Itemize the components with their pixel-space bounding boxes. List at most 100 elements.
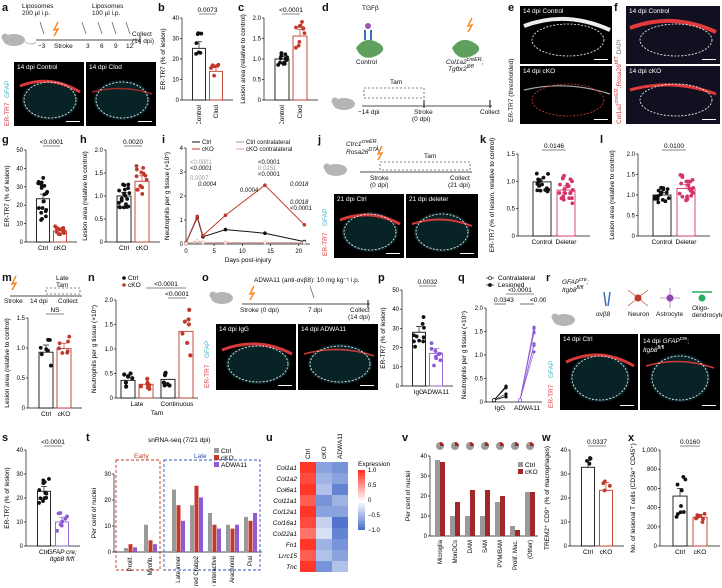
scale-bar <box>278 384 292 386</box>
legend-swatch <box>214 462 219 467</box>
panel-letter-t: t <box>86 432 90 444</box>
data-point <box>55 528 59 533</box>
astrocyte-icon <box>660 288 680 308</box>
p-value-annotation: 0.0007 <box>190 176 209 182</box>
lightning-icon <box>52 21 60 37</box>
data-point <box>690 177 695 182</box>
panel-letter-c: c <box>238 2 245 14</box>
data-point <box>276 62 281 67</box>
x-tick-label: Control <box>196 104 203 124</box>
r-gene1-sup: cre <box>579 277 587 283</box>
panel-letter-b: b <box>158 2 165 14</box>
chart-l: 0 0.5 1.0 1.5 2.0 Lesion area (relative to co… <box>609 143 710 246</box>
data-point <box>263 231 267 235</box>
data-point <box>186 322 192 327</box>
data-point <box>135 187 140 192</box>
p-value: <0.0001 <box>40 139 64 146</box>
data-point <box>40 216 44 221</box>
data-point <box>161 380 166 385</box>
oligodendrocyte-icon <box>692 291 712 302</box>
row-label: Col12a1 <box>273 509 298 516</box>
data-point <box>44 214 48 219</box>
legend-gradient <box>358 500 365 503</box>
x-tick-label: (Other) <box>528 540 534 559</box>
y-axis-label: Lesion area (relative to control) <box>82 151 89 241</box>
y-axis-label: ER-TR7 (% of lesion) <box>4 467 11 528</box>
y-tick-label: 0.5 <box>627 214 636 220</box>
j-img2-label: 21 dpi deleter <box>409 196 449 203</box>
bar <box>172 489 176 552</box>
data-point <box>675 482 680 487</box>
f-img1-label: 14 dpi Control <box>629 8 670 15</box>
heatmap-cell <box>332 495 348 506</box>
x-tick-label: SAM <box>483 540 489 553</box>
o-stain-gfap: GFAP <box>204 340 211 358</box>
y-tick-label: 20 <box>172 57 179 63</box>
a-micrograph-control: 14 dpi Control <box>14 62 84 126</box>
data-point <box>122 187 127 192</box>
bar <box>133 547 137 552</box>
bar <box>194 485 199 552</box>
scale-bar <box>594 58 608 60</box>
data-point <box>661 187 666 192</box>
late-label: Late <box>194 453 207 460</box>
bar <box>248 520 253 552</box>
y-axis-label: Per cent of nuclei <box>91 488 98 538</box>
column-label: Ctrl <box>305 448 312 459</box>
data-point <box>180 331 185 336</box>
data-point <box>534 171 539 176</box>
data-point <box>124 384 129 389</box>
panel-letter-a: a <box>2 2 9 14</box>
data-point <box>293 45 298 50</box>
m-tam: Tam <box>56 282 69 289</box>
a-img1-label: 14 dpi Control <box>17 64 58 71</box>
y-tick-label: 1.5 <box>17 316 26 322</box>
data-point <box>212 64 217 69</box>
data-point <box>429 346 434 351</box>
m-timeline <box>10 275 82 297</box>
o-timeline <box>209 285 370 308</box>
x-axis-label: Tam <box>151 410 163 417</box>
x-tick-label: 0 <box>184 249 188 255</box>
data-point <box>414 334 419 339</box>
row-label: Fn1 <box>286 542 298 549</box>
bar <box>515 530 520 536</box>
bar <box>253 513 257 552</box>
x-tick-label: Prolif. Mac. <box>513 540 519 570</box>
data-point <box>48 363 53 368</box>
bar <box>495 502 500 536</box>
heatmap-cell <box>332 539 348 550</box>
data-point <box>38 496 43 501</box>
data-point <box>544 186 549 191</box>
j-gene1-sup: creER <box>361 139 377 145</box>
bar <box>692 516 708 547</box>
d-tl-2: (0 dpi) <box>412 116 431 123</box>
bar <box>192 47 206 101</box>
r-avb8: αvβ8 <box>596 311 611 318</box>
d-tgf-label: TGFβ <box>362 5 379 12</box>
data-point <box>127 191 132 195</box>
x-group-continuous: Continuous <box>161 401 195 408</box>
y-axis-label: Neutrophils per g tissue (×10⁵) <box>91 305 98 393</box>
x-tick-label: Control <box>532 239 554 246</box>
bar <box>217 528 221 552</box>
e-micrograph-control: 14 dpi Control <box>520 6 612 64</box>
data-point <box>283 52 288 57</box>
p-value: <0.0001 <box>530 297 546 304</box>
pie-slice <box>485 442 489 446</box>
chart-b: 0 10 20 30 40 ER-TR7 (% of lesion) Control Clod… <box>160 7 233 124</box>
data-point <box>61 230 66 235</box>
heatmap-cell <box>332 506 348 517</box>
y-tick-label: 20 <box>16 496 23 502</box>
bar <box>244 516 248 552</box>
data-point <box>57 346 61 351</box>
mouse-icon <box>331 97 355 110</box>
heatmap-cell <box>316 550 332 561</box>
x-tick-label: cKO <box>600 549 613 556</box>
data-point <box>37 501 41 505</box>
p-value: <0.0001 <box>279 7 303 14</box>
data-point <box>677 191 682 196</box>
r-img2-sup1: cre <box>679 336 688 342</box>
data-point <box>282 60 286 65</box>
chart-p: 0 10 20 30 40 50 ER-TR7 (% of lesion) IgGADWA11… <box>380 279 453 396</box>
